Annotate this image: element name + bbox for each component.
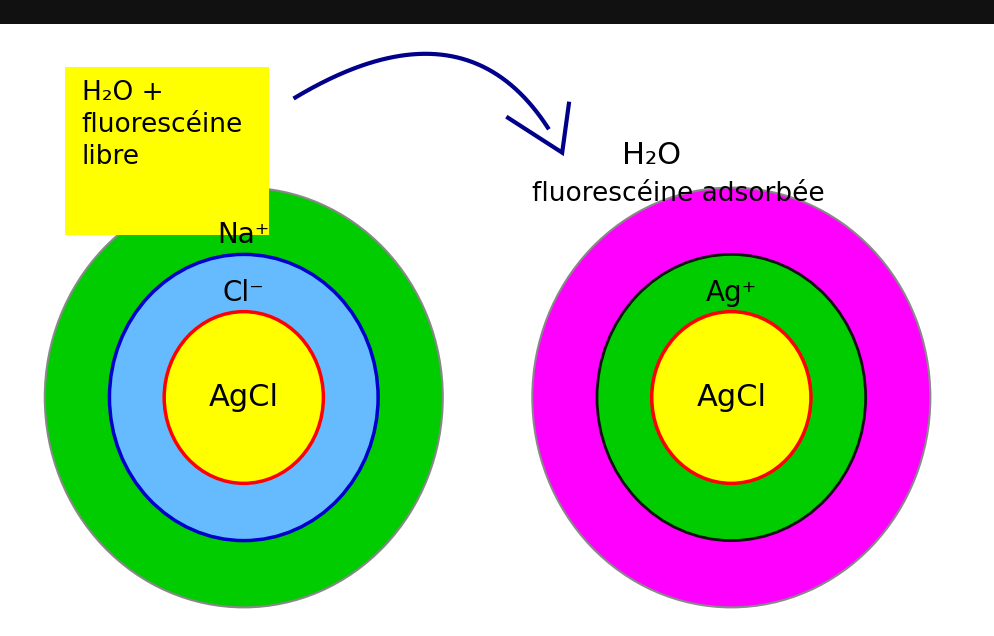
Text: AgCl: AgCl [696, 383, 765, 412]
Text: AgCl: AgCl [209, 383, 278, 412]
Ellipse shape [532, 188, 929, 607]
Ellipse shape [109, 254, 378, 541]
Text: Cl⁻: Cl⁻ [223, 279, 264, 307]
Text: Na⁺: Na⁺ [218, 221, 269, 249]
Bar [0, 0, 994, 24]
FancyBboxPatch shape [65, 67, 268, 235]
Ellipse shape [164, 312, 323, 483]
Ellipse shape [651, 312, 810, 483]
Text: H₂O +
fluorescéine
libre: H₂O + fluorescéine libre [82, 80, 243, 170]
Text: Ag⁺: Ag⁺ [705, 279, 756, 307]
Ellipse shape [596, 254, 865, 541]
Text: fluorescéine adsorbée: fluorescéine adsorbée [532, 181, 824, 207]
Ellipse shape [45, 188, 442, 607]
Text: H₂O: H₂O [621, 141, 680, 170]
